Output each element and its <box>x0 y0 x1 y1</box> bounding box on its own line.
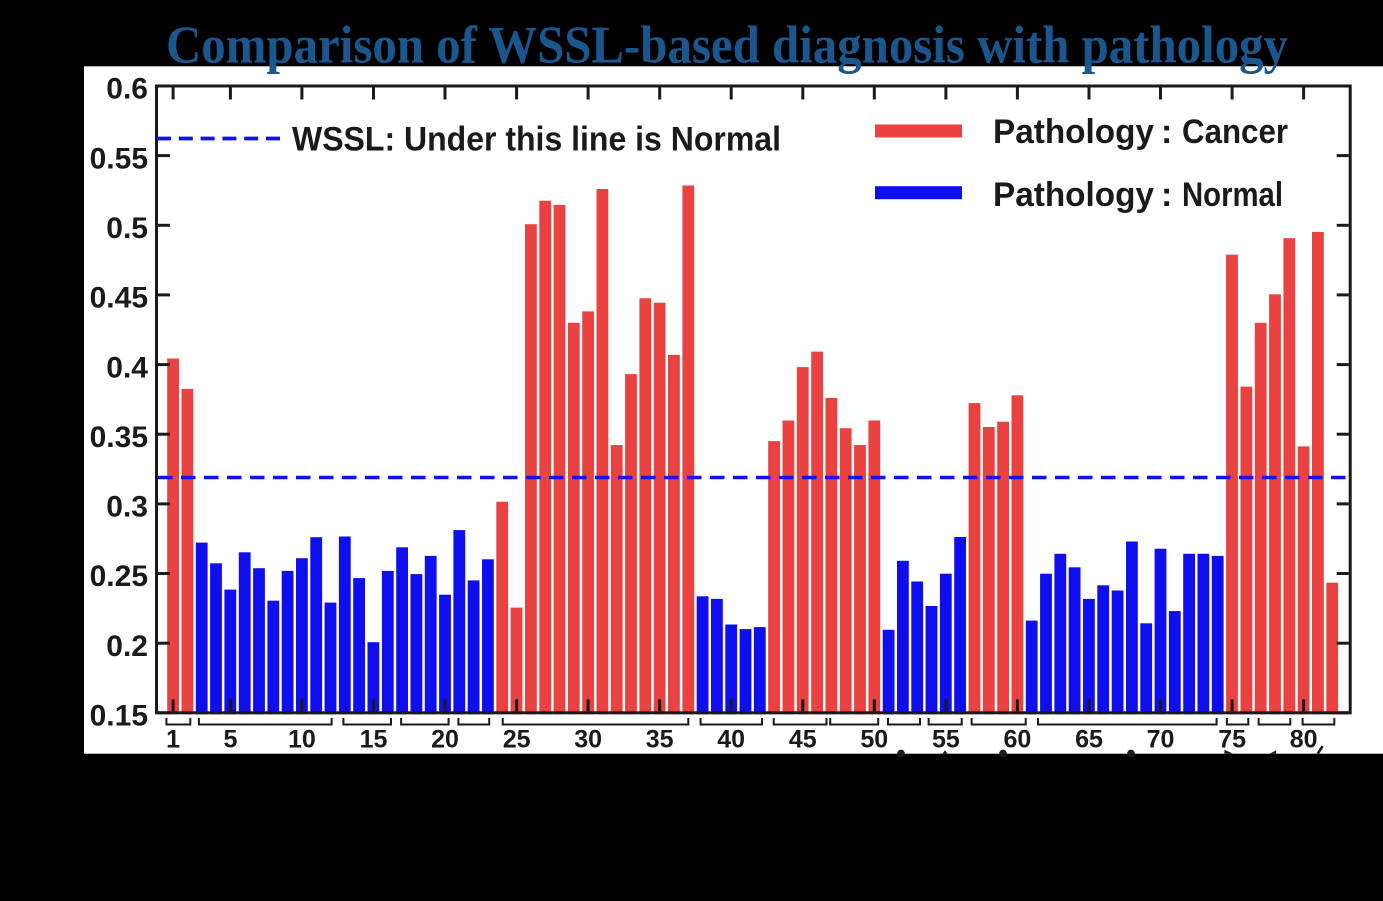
svg-text::: : <box>1161 113 1172 151</box>
svg-text:Normal: Normal <box>1182 176 1283 214</box>
svg-text:45: 45 <box>789 726 817 754</box>
svg-text:65: 65 <box>1075 726 1103 754</box>
svg-text:0.4: 0.4 <box>106 351 148 384</box>
svg-text:25: 25 <box>503 726 531 754</box>
svg-text:80: 80 <box>1290 726 1318 754</box>
svg-text:0.5: 0.5 <box>106 212 148 245</box>
svg-text:Comparison of WSSL-based diagn: Comparison of WSSL-based diagnosis with … <box>166 17 1288 75</box>
svg-text:30: 30 <box>574 726 602 754</box>
svg-text:Pathology: Pathology <box>993 113 1154 151</box>
svg-text:0.2: 0.2 <box>106 630 148 663</box>
svg-text:40: 40 <box>717 726 745 754</box>
svg-text:10: 10 <box>288 726 316 754</box>
svg-text:0.35: 0.35 <box>90 421 148 454</box>
svg-text:20: 20 <box>431 726 459 754</box>
svg-text:0.15: 0.15 <box>90 700 148 733</box>
svg-text:Cancer: Cancer <box>1182 113 1288 151</box>
svg-text:0.25: 0.25 <box>90 560 148 593</box>
svg-text:0.3: 0.3 <box>106 491 148 524</box>
svg-text:1: 1 <box>166 726 180 754</box>
svg-text:WSSL: Under this line is Norma: WSSL: Under this line is Normal <box>292 120 781 158</box>
svg-text:0.6: 0.6 <box>106 73 148 106</box>
svg-text:Pathology: Pathology <box>993 176 1154 214</box>
svg-text:75: 75 <box>1218 726 1246 754</box>
svg-text:60: 60 <box>1003 726 1031 754</box>
svg-text::: : <box>1161 176 1172 214</box>
svg-text:55: 55 <box>932 726 960 754</box>
svg-text:0.45: 0.45 <box>90 282 148 315</box>
svg-text:35: 35 <box>646 726 674 754</box>
svg-text:15: 15 <box>360 726 388 754</box>
svg-text:50: 50 <box>860 726 888 754</box>
svg-text:0.55: 0.55 <box>90 142 148 175</box>
svg-text:5: 5 <box>223 726 237 754</box>
svg-text:70: 70 <box>1147 726 1175 754</box>
